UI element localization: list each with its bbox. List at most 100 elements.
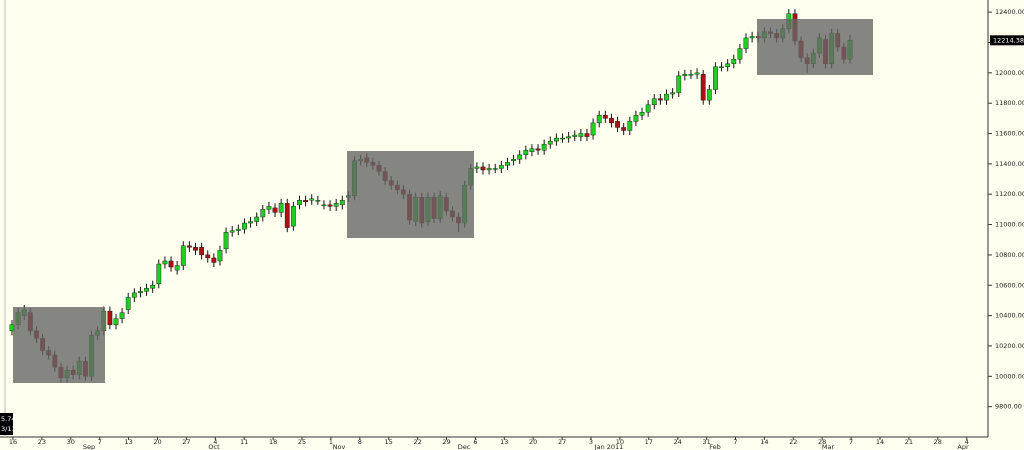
candle-body bbox=[113, 318, 119, 325]
x-tick-label: 6 bbox=[473, 438, 477, 446]
candle-body bbox=[193, 247, 198, 251]
x-month-label: Apr bbox=[957, 443, 969, 450]
candle-body bbox=[584, 133, 590, 137]
candle-body bbox=[639, 112, 645, 116]
y-tick-label: 11200.00 bbox=[995, 190, 1024, 198]
candle-body bbox=[572, 134, 578, 137]
candle-body bbox=[590, 122, 596, 136]
candle-body bbox=[260, 209, 266, 218]
candle-body bbox=[150, 285, 156, 289]
candle-body bbox=[333, 203, 339, 207]
y-tick-label: 10000.00 bbox=[995, 372, 1024, 380]
candle-body bbox=[657, 98, 663, 101]
candle-body bbox=[505, 162, 510, 166]
y-tick-label: 11600.00 bbox=[995, 130, 1024, 138]
candle-body bbox=[248, 221, 253, 224]
candle-body bbox=[737, 48, 743, 60]
x-tick-label: 20 bbox=[529, 438, 537, 446]
candle-body bbox=[211, 257, 217, 263]
x-tick-label: 27 bbox=[558, 438, 566, 446]
candle-body bbox=[682, 74, 688, 77]
x-tick-label: 20 bbox=[153, 438, 161, 446]
candle-body bbox=[664, 93, 669, 101]
candle-body bbox=[627, 121, 633, 131]
x-tick-label: 25 bbox=[298, 438, 306, 446]
y-tick-label: 11400.00 bbox=[995, 160, 1024, 168]
axes: 12400.0012200.0012000.0011800.0011600.00… bbox=[9, 8, 1024, 450]
candle-body bbox=[676, 75, 682, 93]
candle-body bbox=[609, 118, 614, 124]
candle-body bbox=[523, 150, 529, 155]
candle-body bbox=[694, 72, 700, 75]
candle-body bbox=[272, 207, 278, 213]
corner-label: 5.74 bbox=[1, 415, 15, 423]
y-tick-label: 11000.00 bbox=[995, 221, 1024, 229]
x-tick-label: 17 bbox=[645, 438, 653, 446]
highlight-box bbox=[347, 151, 474, 238]
x-tick-label: 22 bbox=[413, 438, 421, 446]
candle-body bbox=[205, 254, 211, 259]
y-tick-label: 12000.00 bbox=[995, 69, 1024, 77]
x-tick-label: 1 bbox=[329, 438, 333, 446]
x-tick-label: 8 bbox=[358, 438, 362, 446]
candle-body bbox=[162, 260, 168, 265]
candle-body bbox=[713, 66, 718, 90]
x-tick-label: 28 bbox=[934, 438, 942, 446]
x-tick-label: 29 bbox=[442, 438, 450, 446]
candle-body bbox=[480, 166, 486, 171]
candle-body bbox=[621, 127, 627, 131]
x-tick-label: 7 bbox=[733, 438, 737, 446]
candle-body bbox=[492, 168, 498, 170]
y-tick-label: 11800.00 bbox=[995, 99, 1024, 107]
x-tick-label: 21 bbox=[905, 438, 913, 446]
candle-body bbox=[547, 140, 553, 145]
candle-body bbox=[719, 66, 724, 68]
candle-body bbox=[596, 115, 602, 124]
candle-body bbox=[651, 98, 657, 105]
candle-body bbox=[511, 159, 516, 162]
x-month-label: Nov bbox=[333, 443, 346, 450]
x-tick-label: 28 bbox=[818, 438, 826, 446]
x-tick-label: 30 bbox=[67, 438, 75, 446]
candle-body bbox=[180, 245, 186, 266]
candle-body bbox=[242, 222, 247, 230]
candle-body bbox=[321, 204, 327, 207]
candle-body bbox=[731, 58, 737, 64]
x-month-label: Jan 2011 bbox=[594, 443, 624, 450]
candle-body bbox=[706, 89, 712, 101]
x-tick-label: 27 bbox=[182, 438, 190, 446]
x-tick-label: 3 bbox=[589, 438, 593, 446]
candle-body bbox=[235, 228, 241, 231]
x-tick-label: 23 bbox=[38, 438, 46, 446]
candle-body bbox=[615, 121, 620, 128]
candle-body bbox=[743, 37, 749, 49]
y-tick-label: 9800.00 bbox=[995, 403, 1022, 411]
candle-body bbox=[670, 92, 676, 95]
candle-body bbox=[217, 250, 223, 262]
candle-body bbox=[290, 206, 296, 227]
candle-body bbox=[498, 165, 504, 169]
x-tick-label: 7 bbox=[849, 438, 853, 446]
y-tick-label: 10800.00 bbox=[995, 251, 1024, 259]
candle-body bbox=[553, 137, 559, 142]
x-tick-label: 13 bbox=[124, 438, 132, 446]
candle-body bbox=[229, 230, 235, 233]
x-tick-label: 4 bbox=[213, 438, 217, 446]
x-tick-label: 16 bbox=[9, 438, 17, 446]
x-month-label: Mar bbox=[822, 443, 835, 450]
candle-body bbox=[223, 231, 229, 250]
candle-body bbox=[303, 200, 309, 203]
candle-body bbox=[645, 104, 651, 113]
candle-body bbox=[284, 203, 290, 228]
candle-body bbox=[486, 168, 492, 171]
corner-label: 3/11 bbox=[1, 425, 16, 433]
candle-body bbox=[278, 203, 284, 213]
y-tick-label: 10400.00 bbox=[995, 312, 1024, 320]
x-tick-label: 7 bbox=[98, 438, 102, 446]
candle-body bbox=[315, 200, 321, 202]
candle-body bbox=[266, 206, 272, 210]
candle-body bbox=[309, 198, 315, 201]
candle-body bbox=[578, 133, 584, 137]
